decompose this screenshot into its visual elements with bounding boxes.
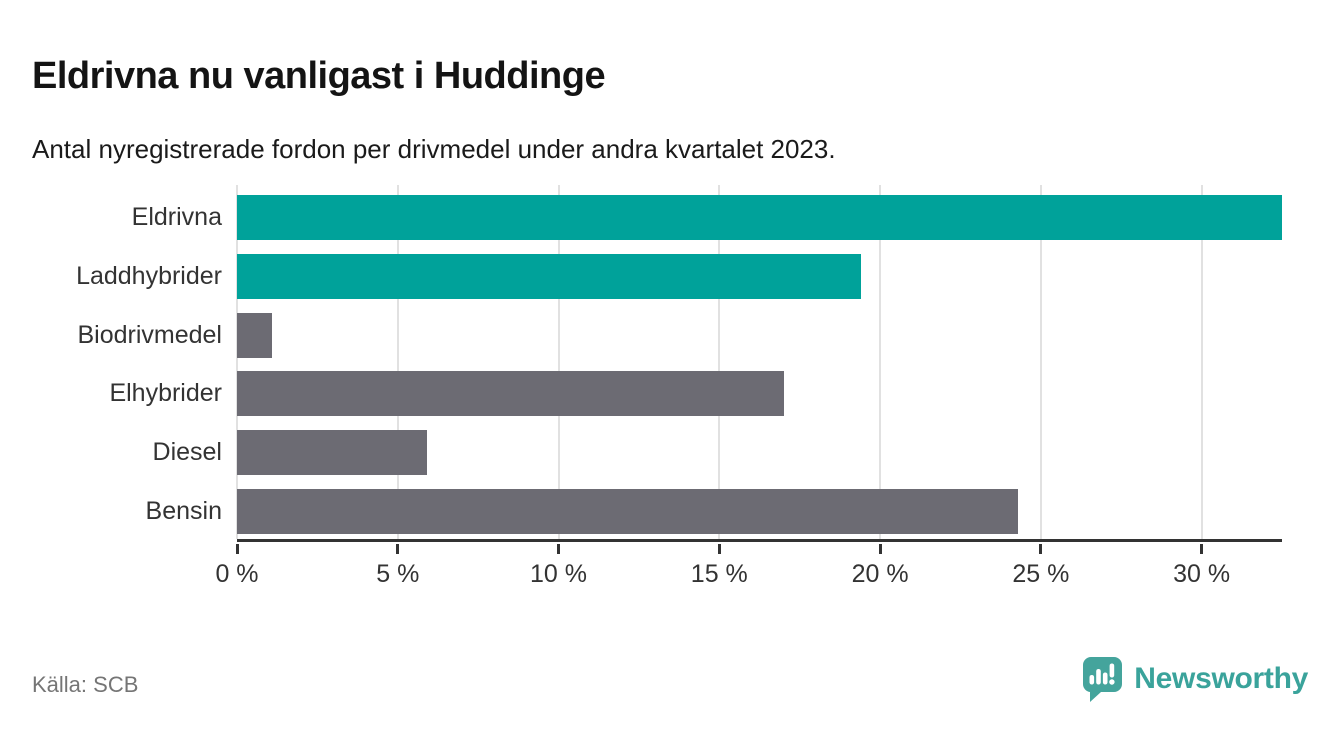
axis-tick — [1200, 544, 1204, 554]
gridline — [396, 185, 399, 539]
bar-eldrivna — [237, 195, 1282, 240]
gridline — [879, 185, 882, 539]
bar-elhybrider — [237, 371, 784, 417]
axis-tick-label: 20 % — [851, 560, 909, 588]
axis-tick-label: 10 % — [530, 560, 588, 588]
axis-tick — [235, 544, 239, 554]
bar-bensin — [237, 489, 1019, 534]
bar-diesel — [237, 430, 427, 476]
category-label-diesel: Diesel — [152, 438, 222, 467]
plot-area — [236, 185, 1282, 542]
gridline — [1039, 185, 1042, 539]
bar-chart-badge-icon — [1083, 657, 1123, 702]
bar-chart: Eldrivna Laddhybrider Biodrivmedel Elhybrid… — [0, 185, 1340, 605]
gridline — [557, 185, 560, 539]
newsworthy-wordmark: Newsworthy — [1134, 662, 1308, 695]
chart-title: Eldrivna nu vanligast i Huddinge — [32, 55, 606, 98]
axis-tick-label: 30 % — [1173, 560, 1231, 588]
axis-tick-label: 0 % — [215, 560, 259, 588]
chart-subtitle: Antal nyregistrerade fordon per drivmede… — [32, 134, 836, 164]
x-axis: 0 % 5 % 10 % 15 % 20 % 25 % 30 % — [215, 542, 1282, 602]
bar-biodrivmedel — [237, 312, 273, 358]
axis-tick-label: 5 % — [376, 560, 420, 588]
axis-tick — [1039, 544, 1043, 554]
axis-tick-label: 25 % — [1012, 560, 1070, 588]
category-labels: Eldrivna Laddhybrider Biodrivmedel Elhybrid… — [0, 185, 222, 542]
axis-tick-label: 15 % — [690, 560, 748, 588]
gridline — [236, 185, 238, 539]
category-label-biodrivmedel: Biodrivmedel — [77, 320, 222, 349]
axis-tick — [717, 544, 721, 554]
category-label-elhybrider: Elhybrider — [109, 379, 222, 408]
gridline — [718, 185, 721, 539]
newsworthy-logo: Newsworthy — [1082, 656, 1308, 702]
axis-tick — [396, 544, 400, 554]
category-label-bensin: Bensin — [145, 497, 222, 525]
source-note: Källa: SCB — [32, 672, 139, 697]
axis-tick — [557, 544, 561, 554]
axis-tick — [878, 544, 882, 554]
gridline — [1200, 185, 1203, 539]
category-label-laddhybrider: Laddhybrider — [76, 261, 222, 290]
category-label-eldrivna: Eldrivna — [131, 203, 222, 231]
bar-laddhybrider — [237, 253, 861, 299]
